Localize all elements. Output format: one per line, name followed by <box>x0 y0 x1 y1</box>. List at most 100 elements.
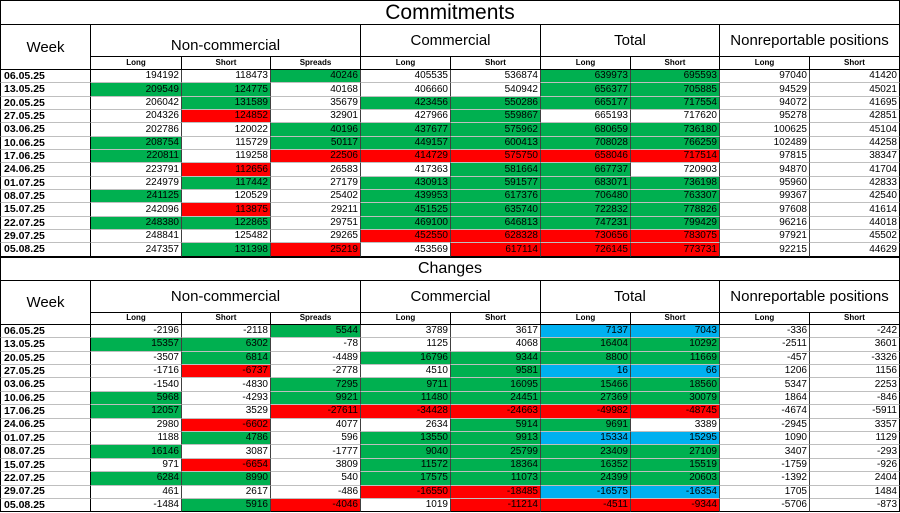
nonreportable-positions-long-cell: 97815 <box>720 150 810 164</box>
non-commercial-spreads-cell: 5544 <box>271 324 361 339</box>
total-long-cell: 730656 <box>541 230 631 244</box>
nonreportable-positions-short-cell: 44258 <box>810 136 900 151</box>
non-commercial-spreads-cell: 22506 <box>271 150 361 164</box>
total-short-cell: 766259 <box>631 136 720 151</box>
non-commercial-short-cell: 5916 <box>182 498 271 513</box>
commercial-long-cell: 405535 <box>361 70 451 84</box>
total-short-cell: 66 <box>631 364 720 379</box>
total-long-cell: 8800 <box>541 351 631 365</box>
non-commercial-short-cell: -6737 <box>182 364 271 379</box>
week-cell: 05.08.25 <box>0 243 91 257</box>
commercial-short-cell: 559867 <box>451 110 541 124</box>
non-commercial-long-cell: -1540 <box>91 378 182 392</box>
non-commercial-long-cell: 206042 <box>91 96 182 111</box>
week-cell: 08.07.25 <box>0 445 91 459</box>
nonreportable-positions-short-cell: 42833 <box>810 176 900 191</box>
subheader-nonreportable-long: Long <box>720 312 810 325</box>
nonreportable-positions-long-cell: 99367 <box>720 190 810 204</box>
subheader-nonreportable-long: Long <box>720 57 810 70</box>
commercial-short-cell: -11214 <box>451 498 541 513</box>
week-cell: 20.05.25 <box>0 96 91 111</box>
nonreportable-positions-long-cell: 1206 <box>720 364 810 379</box>
total-short-cell: 736180 <box>631 123 720 137</box>
commercial-short-cell: 9581 <box>451 364 541 379</box>
total-long-cell: 656377 <box>541 83 631 97</box>
non-commercial-short-cell: 115729 <box>182 136 271 151</box>
table-title: Commitments <box>0 0 900 25</box>
commercial-short-cell: 617376 <box>451 190 541 204</box>
nonreportable-positions-short-cell: -5911 <box>810 405 900 419</box>
total-long-cell: 27369 <box>541 391 631 406</box>
week-cell: 03.06.25 <box>0 378 91 392</box>
total-short-cell: 27109 <box>631 445 720 459</box>
subheader-non-commercial-spreads: Spreads <box>271 57 361 70</box>
total-long-cell: 680659 <box>541 123 631 137</box>
non-commercial-spreads-cell: 9921 <box>271 391 361 406</box>
commercial-short-cell: 600413 <box>451 136 541 151</box>
total-short-cell: -16354 <box>631 485 720 499</box>
non-commercial-short-cell: 118473 <box>182 70 271 84</box>
subheader-non-commercial-long: Long <box>91 312 182 325</box>
commercial-short-cell: 25799 <box>451 445 541 459</box>
commercial-short-cell: 9913 <box>451 431 541 446</box>
commercial-long-cell: 452550 <box>361 230 451 244</box>
non-commercial-long-cell: 194192 <box>91 70 182 84</box>
commercial-short-cell: 550286 <box>451 96 541 111</box>
non-commercial-long-cell: 5968 <box>91 391 182 406</box>
non-commercial-spreads-cell: 25219 <box>271 243 361 257</box>
non-commercial-long-cell: 15357 <box>91 338 182 352</box>
week-cell: 24.06.25 <box>0 418 91 432</box>
nonreportable-positions-short-cell: 38347 <box>810 150 900 164</box>
commercial-short-cell: 575750 <box>451 150 541 164</box>
total-short-cell: 30079 <box>631 391 720 406</box>
total-long-cell: 665177 <box>541 96 631 111</box>
commercial-long-cell: -34428 <box>361 405 451 419</box>
non-commercial-short-cell: 6814 <box>182 351 271 365</box>
commercial-long-cell: 13550 <box>361 431 451 446</box>
nonreportable-positions-short-cell: 44018 <box>810 216 900 231</box>
nonreportable-positions-long-cell: 94870 <box>720 163 810 177</box>
non-commercial-long-cell: 16146 <box>91 445 182 459</box>
nonreportable-positions-short-cell: -3326 <box>810 351 900 365</box>
total-long-cell: 722832 <box>541 203 631 217</box>
nonreportable-positions-short-cell: 3357 <box>810 418 900 432</box>
total-long-cell: 639973 <box>541 70 631 84</box>
non-commercial-spreads-cell: 29751 <box>271 216 361 231</box>
nonreportable-positions-long-cell: -5706 <box>720 498 810 513</box>
commercial-short-cell: 4068 <box>451 338 541 352</box>
group-header-nonreportable-positions: Nonreportable positions <box>720 25 900 57</box>
total-short-cell: 7043 <box>631 324 720 339</box>
week-cell: 20.05.25 <box>0 351 91 365</box>
total-short-cell: -48745 <box>631 405 720 419</box>
non-commercial-long-cell: 241125 <box>91 190 182 204</box>
non-commercial-long-cell: 248380 <box>91 216 182 231</box>
nonreportable-positions-short-cell: 42851 <box>810 110 900 124</box>
non-commercial-spreads-cell: -486 <box>271 485 361 499</box>
subheader-total-long: Long <box>541 57 631 70</box>
subheader-commercial-short: Short <box>451 57 541 70</box>
nonreportable-positions-short-cell: 1129 <box>810 431 900 446</box>
commercial-long-cell: 2634 <box>361 418 451 432</box>
week-cell: 01.07.25 <box>0 176 91 191</box>
table-title: Changes <box>0 256 900 281</box>
nonreportable-positions-short-cell: 41704 <box>810 163 900 177</box>
total-long-cell: -49982 <box>541 405 631 419</box>
nonreportable-positions-long-cell: 94529 <box>720 83 810 97</box>
nonreportable-positions-long-cell: -4674 <box>720 405 810 419</box>
commercial-short-cell: 16095 <box>451 378 541 392</box>
non-commercial-short-cell: 4786 <box>182 431 271 446</box>
commercial-short-cell: -18485 <box>451 485 541 499</box>
total-short-cell: 773731 <box>631 243 720 257</box>
week-cell: 13.05.25 <box>0 338 91 352</box>
nonreportable-positions-short-cell: 42540 <box>810 190 900 204</box>
commercial-short-cell: 536874 <box>451 70 541 84</box>
non-commercial-short-cell: 120022 <box>182 123 271 137</box>
non-commercial-short-cell: -4830 <box>182 378 271 392</box>
week-cell: 03.06.25 <box>0 123 91 137</box>
commercial-short-cell: 540942 <box>451 83 541 97</box>
nonreportable-positions-short-cell: 41614 <box>810 203 900 217</box>
commercial-long-cell: 451525 <box>361 203 451 217</box>
subheader-commercial-long: Long <box>361 57 451 70</box>
total-long-cell: 708028 <box>541 136 631 151</box>
week-header: Week <box>0 280 91 325</box>
